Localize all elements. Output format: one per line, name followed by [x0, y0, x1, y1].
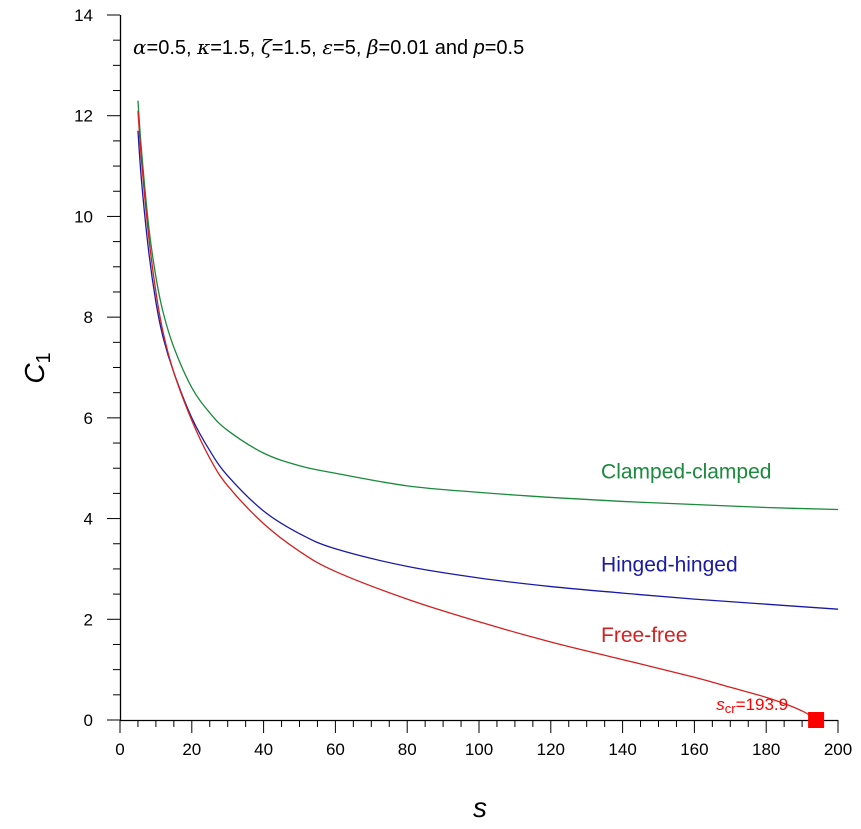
y-tick-label: 2 — [84, 610, 93, 629]
parameter-value: =5, — [333, 37, 367, 59]
y-tick-label: 4 — [84, 510, 93, 529]
series-line-2 — [137, 110, 817, 721]
y-tick-label: 6 — [84, 409, 93, 428]
critical-point-label: scr=193.9 — [716, 695, 788, 716]
x-tick-label: 80 — [398, 740, 417, 759]
series-label-1: Hinged-hinged — [601, 553, 738, 576]
series-label-0: Clamped-clamped — [601, 460, 771, 483]
x-tick-label: 40 — [254, 740, 273, 759]
y-tick-label: 12 — [74, 107, 93, 126]
y-axis-title: C1 — [19, 352, 55, 383]
x-tick-label: 100 — [465, 740, 493, 759]
parameter-value: =0.5, — [147, 37, 198, 59]
parameter-value: =0.5 — [485, 37, 524, 59]
parameter-symbol: ε — [322, 35, 333, 59]
parameter-symbol: β — [366, 35, 379, 59]
y-tick-label: 14 — [74, 6, 93, 25]
parameter-symbol: p — [473, 37, 485, 59]
y-tick-label: 10 — [74, 207, 93, 226]
parameter-value: =0.01 and — [379, 37, 474, 59]
x-tick-label: 60 — [326, 740, 345, 759]
x-tick-label: 180 — [752, 740, 780, 759]
parameter-symbol: κ — [196, 35, 210, 59]
critical-point-marker — [808, 712, 825, 728]
series-label-2: Free-free — [601, 624, 687, 647]
x-tick-label: 200 — [824, 740, 852, 759]
parameter-symbol: ζ — [261, 35, 273, 59]
y-axis-title-main: C — [19, 363, 50, 384]
critical-label-value: =193.9 — [736, 695, 788, 714]
critical-label-sub: cr — [725, 701, 737, 716]
parameters-annotation: α=0.5, κ=1.5, ζ=1.5, ε=5, β=0.01 and p=0… — [133, 35, 524, 59]
y-tick-label: 8 — [84, 308, 93, 327]
x-tick-label: 160 — [680, 740, 708, 759]
parameter-value: =1.5, — [210, 37, 261, 59]
y-axis-title-sub: 1 — [33, 352, 55, 363]
tick-labels: 0 20 40 60 80 100 120 140 160 180 200 0 2 4 6 8 10 12 14 — [74, 6, 852, 759]
series-line-1 — [137, 130, 839, 610]
parameter-value: =1.5, — [272, 37, 323, 59]
y-tick-label: 0 — [84, 711, 93, 730]
series-labels: Clamped-clamped Hinged-hinged Free-free — [601, 460, 771, 647]
ticks — [107, 14, 839, 733]
x-tick-label: 0 — [115, 740, 124, 759]
x-tick-label: 140 — [608, 740, 636, 759]
x-tick-label: 120 — [537, 740, 565, 759]
series-line-0 — [137, 100, 839, 511]
series-lines — [137, 100, 839, 721]
parameter-symbol: α — [133, 35, 147, 59]
critical-label-main: s — [716, 695, 725, 714]
x-axis-title: s — [473, 792, 487, 823]
x-tick-label: 20 — [182, 740, 201, 759]
